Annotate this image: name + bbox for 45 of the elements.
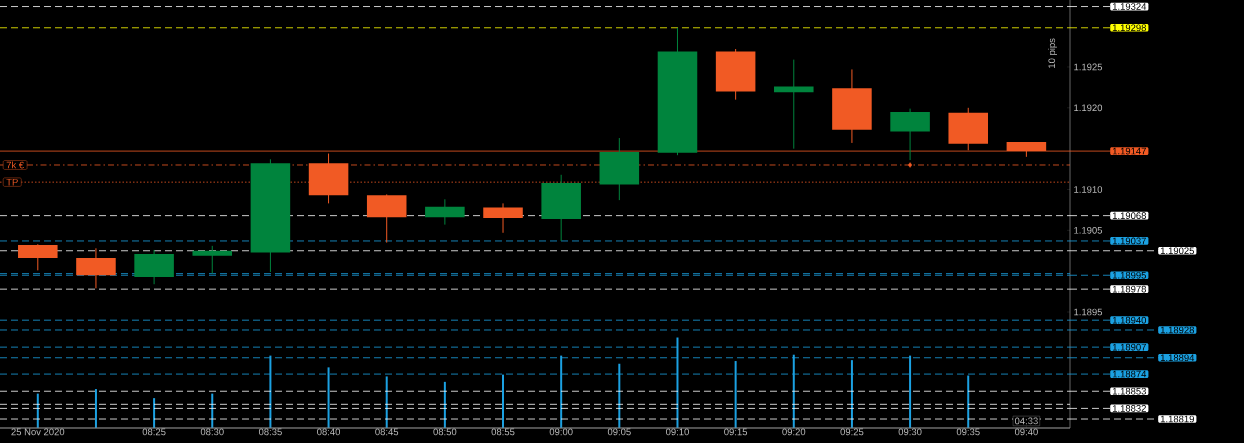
ref-line-label: 1.19298	[1112, 24, 1146, 32]
x-tick-label: 08:25	[142, 428, 166, 436]
ref-line-label: 1.19324	[1112, 3, 1147, 10]
y-tick-label: 1.1905	[1074, 226, 1103, 234]
x-tick-label: 08:35	[258, 428, 282, 436]
ref-line-label: 1.18832	[1112, 405, 1146, 412]
ref-line-label: 1.19068	[1112, 212, 1146, 219]
x-tick-label: 09:10	[666, 428, 689, 436]
x-tick-label: 09:20	[782, 428, 806, 436]
x-tick-label: 09:35	[956, 428, 980, 436]
x-tick-label: 08:40	[317, 428, 341, 436]
y-tick-label: 1.1895	[1074, 308, 1103, 316]
ref-line-label: 1.18874	[1112, 370, 1147, 378]
ref-line-label: 1.18853	[1112, 387, 1146, 395]
bar	[502, 374, 505, 428]
x-tick-label: 08:45	[375, 428, 399, 436]
ref-line-label: 1.18819	[1160, 415, 1194, 423]
x-tick-label: 09:25	[840, 428, 864, 436]
x-tick-label: 08:30	[200, 428, 224, 436]
x-tick-label: 08:55	[491, 428, 515, 436]
x-tick-label: 09:05	[607, 428, 631, 436]
x-tick-label: 09:00	[549, 428, 573, 436]
annotation: 10 pips	[1048, 38, 1057, 68]
ref-line-label: 1.18894	[1160, 354, 1195, 362]
bar	[94, 389, 97, 428]
ref-line-label: 1.18907	[1112, 343, 1146, 351]
x-tick-label: 09:40	[1014, 428, 1038, 436]
ref-line-label: 7k €	[6, 161, 24, 169]
y-tick-label: 1.1910	[1074, 186, 1103, 193]
ref-line-label: 1.18940	[1112, 316, 1147, 324]
ref-line-label: 1.18928	[1160, 326, 1194, 334]
ref-line-label: 1.19037	[1112, 237, 1146, 245]
annotation: 04:33	[1014, 417, 1038, 425]
candlestick	[192, 245, 233, 275]
x-tick-label: 09:30	[898, 428, 922, 436]
y-tick-label: 1.1920	[1074, 104, 1103, 112]
ref-line-label: 1.18995	[1112, 271, 1147, 279]
y-tick-label: 1.1925	[1074, 63, 1103, 71]
ref-line-label: TP	[6, 178, 18, 186]
ref-line-label: 1.18978	[1112, 285, 1146, 293]
ref-line-label: 1.19025	[1160, 247, 1195, 255]
ref-line-label: 1.19147	[1112, 147, 1146, 155]
x-tick-label: 25 Nov 2020	[11, 428, 65, 436]
x-tick-label: 08:50	[433, 428, 457, 436]
x-tick-label: 09:15	[724, 428, 748, 436]
